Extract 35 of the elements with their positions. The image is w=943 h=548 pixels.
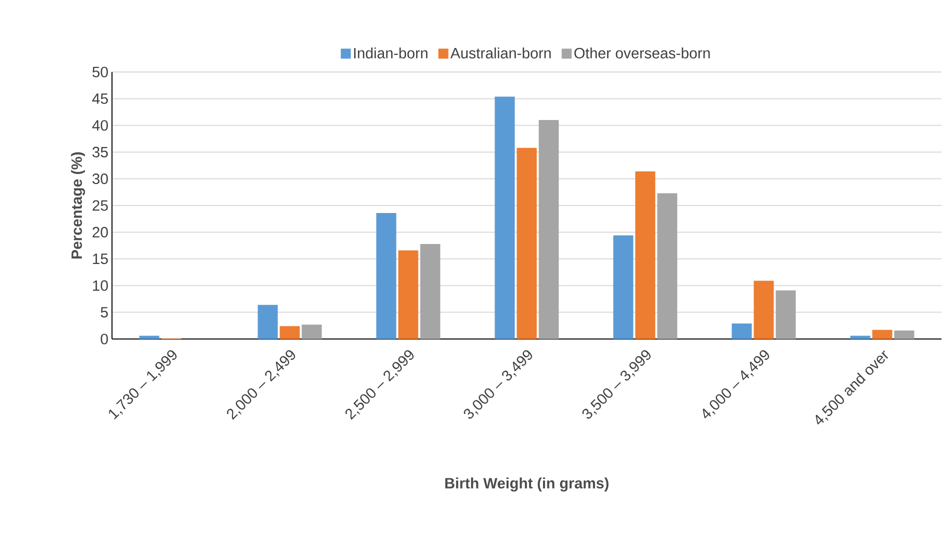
legend-label: Australian-born <box>450 47 551 58</box>
bar <box>850 336 870 339</box>
bar <box>776 290 796 339</box>
bar <box>754 280 774 339</box>
bar <box>494 96 515 339</box>
bar <box>258 304 278 339</box>
bar <box>894 330 914 339</box>
y-tick-label: 40 <box>92 120 108 131</box>
bar <box>872 330 892 339</box>
y-tick-label: 20 <box>92 226 108 238</box>
bar <box>280 326 300 339</box>
y-tick-label: 45 <box>92 93 108 104</box>
y-tick-label: 25 <box>92 200 108 211</box>
bar <box>376 212 396 339</box>
y-tick-label: 10 <box>93 280 108 291</box>
bar <box>516 148 537 339</box>
bar <box>613 235 634 339</box>
y-tick-label: 5 <box>100 307 108 318</box>
y-tick-label: 30 <box>92 174 108 184</box>
bar <box>398 250 418 339</box>
bar <box>657 193 678 339</box>
bar <box>538 120 559 339</box>
legend-label: Indian-born <box>354 47 428 58</box>
x-axis-title: Birth Weight (in grams) <box>445 478 608 492</box>
y-tick-label: 50 <box>92 66 108 78</box>
y-tick-label: 35 <box>92 146 108 158</box>
bar <box>139 336 160 339</box>
bar <box>302 324 322 339</box>
y-tick-label: 15 <box>93 254 108 264</box>
legend-label: Other overseas-born <box>574 47 710 58</box>
bar <box>420 244 440 339</box>
bar <box>635 171 656 339</box>
bar <box>732 324 752 339</box>
y-tick-label: 0 <box>100 334 108 344</box>
y-axis-title: Percentage (%) <box>71 152 86 258</box>
